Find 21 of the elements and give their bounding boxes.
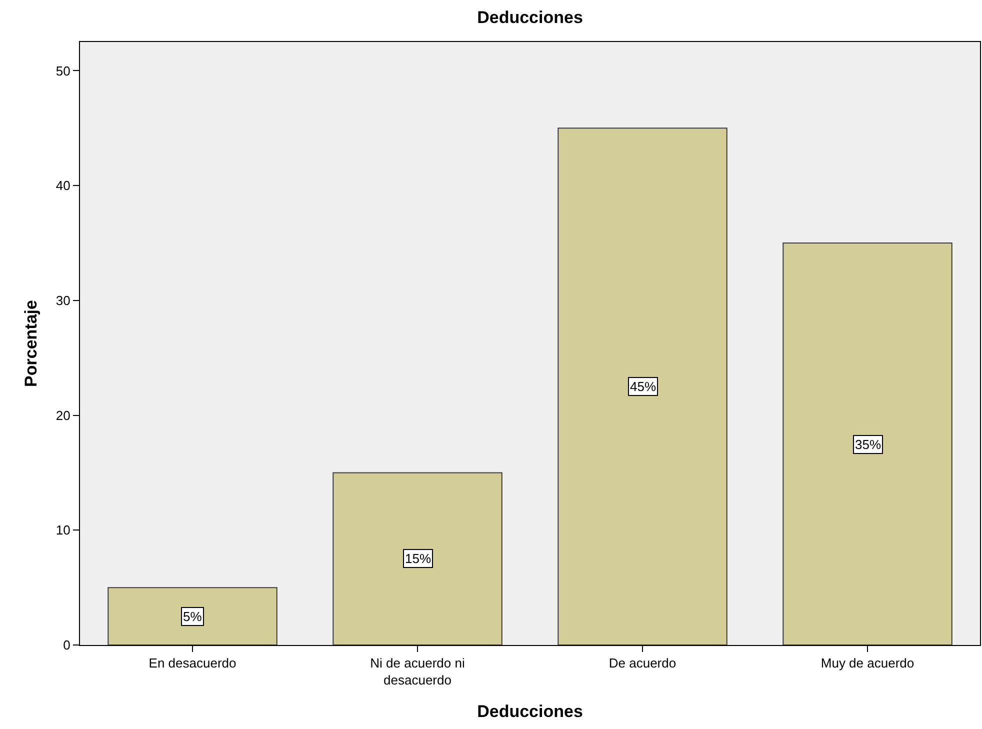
bar [108, 587, 278, 645]
data-label: 15% [405, 551, 432, 566]
x-tick-label: Muy de acuerdo [820, 656, 914, 671]
data-label: 35% [855, 437, 882, 452]
y-tick-label: 30 [56, 292, 70, 308]
bar [558, 128, 728, 645]
x-tick-label: De acuerdo [608, 656, 676, 671]
bar [332, 472, 502, 645]
x-tick-label: Ni de acuerdo ni desacuerdo [370, 656, 465, 688]
data-label: 45% [630, 379, 656, 394]
bar [782, 242, 952, 645]
y-tick-label: 0 [63, 638, 70, 653]
data-label: 5% [183, 609, 202, 624]
y-tick-label: 20 [56, 408, 70, 423]
y-tick-label: 40 [56, 178, 70, 194]
x-axis-title: Deducciones [477, 702, 583, 721]
y-tick-label: 10 [56, 522, 70, 538]
x-tick-label: En desacuerdo [148, 656, 236, 671]
chart-title: Deducciones [477, 8, 583, 27]
y-axis-title: Porcentaje [21, 300, 40, 387]
y-tick-label: 50 [56, 63, 70, 78]
